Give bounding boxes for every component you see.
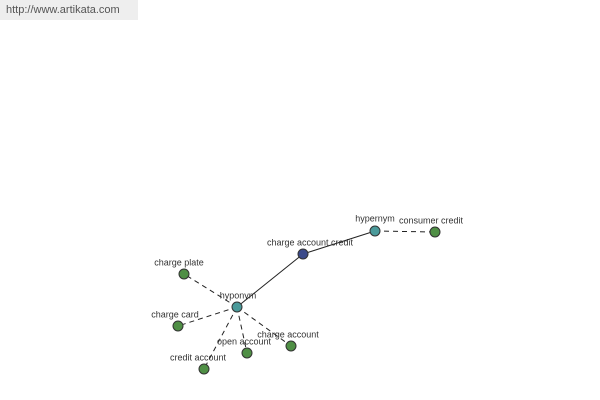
node[interactable] xyxy=(297,248,309,260)
node[interactable] xyxy=(285,340,297,352)
site-url[interactable]: http://www.artikata.com xyxy=(0,0,138,20)
node[interactable] xyxy=(198,363,210,375)
node-label[interactable]: charge plate xyxy=(154,257,204,267)
edge xyxy=(236,306,248,354)
node[interactable] xyxy=(429,226,441,238)
node-label[interactable]: open account xyxy=(217,336,272,346)
node-label[interactable]: charge card xyxy=(151,309,199,319)
node[interactable] xyxy=(369,225,381,237)
node[interactable] xyxy=(241,347,253,359)
node-label[interactable]: credit account xyxy=(170,352,227,362)
node-label[interactable]: charge account xyxy=(257,329,319,339)
edge xyxy=(236,306,292,347)
node[interactable] xyxy=(172,320,184,332)
edge xyxy=(302,230,376,255)
edge xyxy=(203,306,238,370)
edge xyxy=(177,306,238,327)
node-label[interactable]: consumer credit xyxy=(399,215,464,225)
node-label[interactable]: hypernym xyxy=(355,213,395,223)
node[interactable] xyxy=(178,268,190,280)
edge xyxy=(236,253,304,308)
node[interactable] xyxy=(231,301,243,313)
node-label[interactable]: hyponym xyxy=(220,290,257,300)
node-label[interactable]: charge account credit xyxy=(267,237,354,247)
edge xyxy=(183,273,238,308)
edge xyxy=(374,230,436,233)
